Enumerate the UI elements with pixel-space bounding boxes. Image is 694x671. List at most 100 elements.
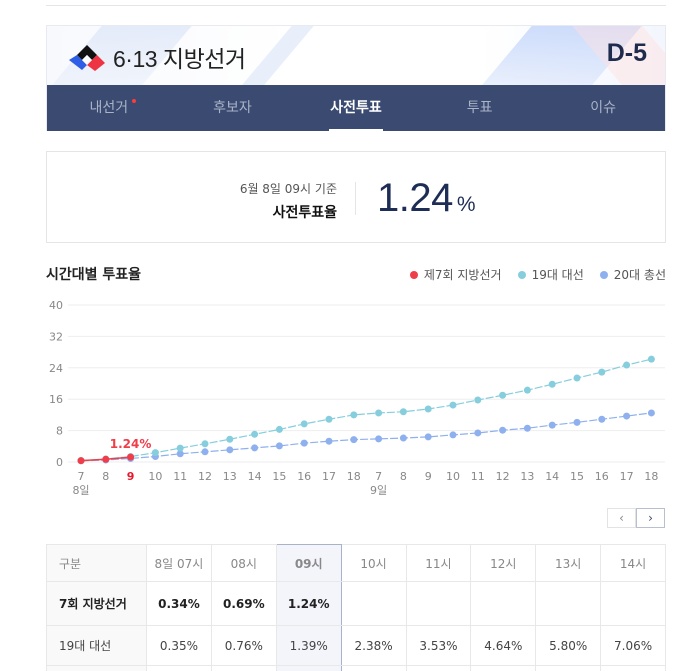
y-tick-label: 24 (49, 362, 63, 375)
table-cell: 0.76% (210, 625, 277, 666)
x-tick-label: 15 (272, 470, 286, 483)
day-label: 8일 (72, 483, 89, 497)
data-point[interactable] (325, 437, 333, 445)
data-point[interactable] (647, 355, 655, 363)
data-point[interactable] (399, 408, 407, 416)
turnout-label: 사전투표율 (272, 205, 337, 221)
data-point[interactable] (102, 455, 110, 463)
data-point[interactable] (275, 425, 283, 433)
row-label: 19대 대선 (46, 625, 147, 666)
data-point[interactable] (325, 415, 333, 423)
data-point[interactable] (523, 386, 531, 394)
data-point[interactable] (647, 409, 655, 417)
table-cell: 2.38% (340, 625, 407, 666)
header-banner: 6·13 지방선거 D-5 (47, 26, 665, 85)
data-point[interactable] (375, 409, 383, 417)
x-tick-label: 9 (127, 470, 135, 483)
data-point[interactable] (424, 433, 432, 441)
new-indicator-dot (132, 99, 137, 103)
legend-item-20th-general: 20대 총선 (599, 266, 666, 283)
tab-early-voting[interactable]: 사전투표 (294, 85, 418, 131)
data-point[interactable] (127, 453, 135, 461)
x-tick-label: 9 (425, 470, 432, 483)
table-cell: 4.64% (470, 625, 537, 666)
data-point[interactable] (623, 412, 631, 420)
data-point[interactable] (275, 442, 283, 450)
data-point[interactable] (449, 401, 457, 409)
data-point[interactable] (251, 444, 259, 452)
turnout-line-chart: 0 8 16 24 32 40 7 8 9 10 11 12 13 14 15 16 17 18 7 8 9 10 11 12… (49, 299, 665, 497)
data-point[interactable] (573, 374, 581, 382)
data-point[interactable] (300, 420, 308, 428)
tab-candidates[interactable]: 후보자 (213, 100, 252, 116)
data-point[interactable] (350, 436, 358, 444)
x-tick-label: 16 (595, 470, 609, 483)
x-tick-label: 18 (644, 470, 658, 483)
table-cell: 7.06% (600, 625, 666, 666)
table-cell (535, 581, 602, 626)
table-cell (340, 665, 407, 671)
table-header-cell: 12시 (470, 544, 537, 582)
data-point[interactable] (251, 430, 259, 438)
data-point[interactable] (424, 405, 432, 413)
data-point[interactable] (201, 448, 209, 456)
data-point[interactable] (375, 435, 383, 443)
data-point[interactable] (176, 444, 184, 452)
tab-voting[interactable]: 투표 (466, 100, 493, 116)
legend-dot-icon (599, 270, 608, 279)
x-tick-label: 8 (400, 470, 407, 483)
table-cell (405, 581, 472, 626)
table-cell (535, 665, 602, 671)
x-tick-label: 14 (248, 470, 262, 483)
x-tick-label: 7 (78, 470, 85, 483)
table-cell (470, 665, 537, 671)
as-of-date: 6월 8일 09시 기준 (239, 182, 337, 196)
chart-title: 시간대별 투표율 (46, 267, 142, 283)
top-divider (46, 5, 666, 6)
y-tick-label: 16 (49, 393, 63, 406)
x-tick-label: 11 (173, 470, 187, 483)
data-point[interactable] (151, 449, 159, 457)
row-label (46, 665, 147, 671)
data-point[interactable] (523, 424, 531, 432)
table-cell (600, 665, 666, 671)
table-cell: 5.80% (535, 625, 602, 666)
data-point[interactable] (548, 421, 556, 429)
x-tick-label: 13 (223, 470, 237, 483)
data-point[interactable] (474, 429, 482, 437)
data-point[interactable] (226, 435, 234, 443)
table-cell (210, 665, 277, 671)
table-header-cell: 10시 (340, 544, 407, 582)
data-point[interactable] (598, 415, 606, 423)
legend-dot-icon (517, 270, 526, 279)
legend-dot-icon (409, 270, 418, 279)
data-point[interactable] (573, 418, 581, 426)
data-point[interactable] (226, 446, 234, 454)
data-point[interactable] (598, 368, 606, 376)
table-cell: 0.35% (146, 625, 212, 666)
data-point[interactable] (499, 391, 507, 399)
prev-page-button[interactable]: ‹ (607, 508, 636, 528)
data-point[interactable] (474, 396, 482, 404)
legend-item-19th-presidential: 19대 대선 (517, 266, 584, 283)
data-point[interactable] (499, 426, 507, 434)
data-point[interactable] (449, 431, 457, 439)
data-point[interactable] (399, 434, 407, 442)
x-tick-label: 14 (545, 470, 559, 483)
chart-pager: ‹ › (607, 508, 665, 528)
data-point[interactable] (176, 450, 184, 458)
tab-my-election[interactable]: 내선거 (47, 85, 171, 131)
x-tick-label: 8 (102, 470, 109, 483)
table-header-cell: 14시 (600, 544, 666, 582)
current-value-annotation: 1.24% (110, 437, 152, 451)
data-point[interactable] (623, 361, 631, 369)
data-point[interactable] (77, 457, 85, 465)
data-point[interactable] (548, 380, 556, 388)
data-point[interactable] (350, 411, 358, 419)
data-point[interactable] (201, 440, 209, 448)
next-page-button[interactable]: › (636, 508, 665, 528)
tab-issues[interactable]: 이슈 (590, 100, 617, 116)
legend-item-local-election: 제7회 지방선거 (409, 266, 502, 283)
data-point[interactable] (300, 439, 308, 447)
x-tick-label: 17 (322, 470, 336, 483)
